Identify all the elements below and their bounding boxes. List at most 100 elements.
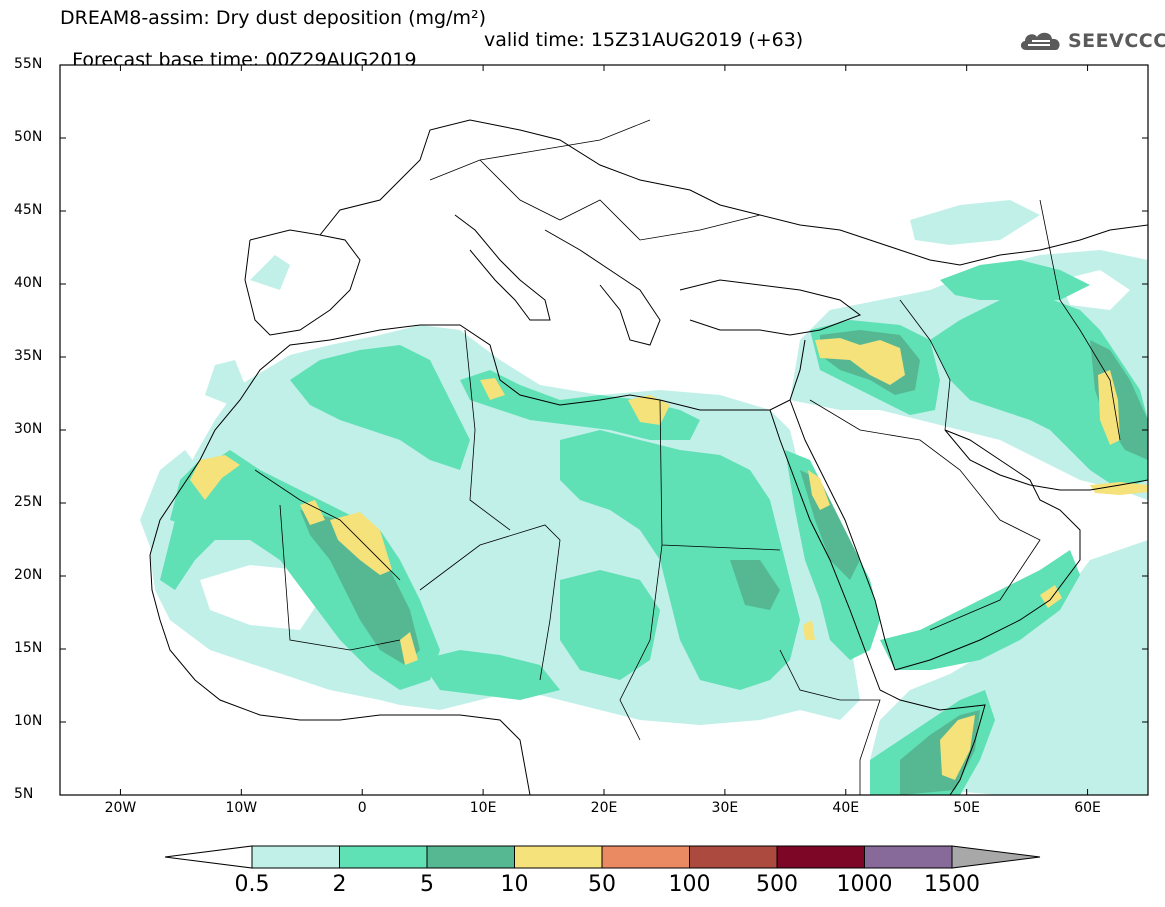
- niger-max: [400, 632, 418, 665]
- cloud-icon: [1020, 32, 1060, 50]
- arabia-coast: [894, 429, 1081, 671]
- lat-label: 50N: [14, 129, 43, 145]
- lat-label: 10N: [14, 713, 43, 729]
- lat-label: 40N: [14, 275, 43, 291]
- border-europe-2: [429, 119, 651, 181]
- legend-label: 10: [500, 872, 529, 897]
- caspian-region: [910, 200, 1040, 245]
- legend-low-arrow: [164, 845, 253, 869]
- legend-label: 500: [756, 872, 798, 897]
- legend-high-arrow: [951, 845, 1041, 869]
- chad-sudan: [560, 570, 660, 680]
- border-iraq-iran: [899, 299, 951, 431]
- deposition-level-10: [190, 338, 1148, 780]
- seevccc-logo: SEEVCCC: [1018, 26, 1165, 56]
- lon-label: 20E: [590, 800, 618, 816]
- legend-box: [514, 845, 603, 869]
- map-title: DREAM8-assim: Dry dust deposition (mg/m²…: [60, 7, 487, 29]
- country-borders: [254, 119, 1121, 795]
- libya-max: [628, 395, 670, 425]
- border-niger-chad: [419, 524, 561, 681]
- legend-box: [339, 845, 428, 869]
- lat-label: 55N: [14, 56, 43, 72]
- legend-box: [864, 845, 953, 869]
- legend-box: [251, 845, 340, 869]
- italy: [454, 214, 551, 321]
- mauritania-max: [300, 500, 325, 525]
- lat-label: 5N: [14, 786, 34, 802]
- border-morocco-algeria: [254, 469, 401, 581]
- mali-max: [330, 512, 392, 575]
- west-africa-coast: [149, 554, 531, 795]
- persian-gulf-north: [944, 429, 1148, 491]
- ethiopia-max: [803, 620, 815, 640]
- lon-label: 10W: [225, 800, 258, 816]
- border-sudan: [619, 544, 663, 741]
- somalia-max: [940, 715, 975, 780]
- lat-label: 15N: [14, 640, 43, 656]
- red-sea-west: [769, 409, 881, 691]
- legend-box: [426, 845, 515, 869]
- mali-core: [300, 510, 420, 665]
- border-saudi: [809, 399, 1041, 631]
- lon-label: 0: [357, 800, 367, 816]
- lat-label: 30N: [14, 421, 43, 437]
- legend-box: [689, 845, 778, 869]
- iberia-patch: [250, 255, 290, 290]
- gap-arabia: [840, 470, 970, 620]
- border-europe-1: [479, 159, 761, 241]
- horn-of-africa: [879, 689, 986, 795]
- iran-max: [1098, 370, 1120, 445]
- lat-label: 25N: [14, 494, 43, 510]
- logo-text: SEEVCCC: [1068, 30, 1165, 52]
- border-algeria-libya: [464, 329, 511, 531]
- arabia-coast: [880, 550, 1080, 670]
- tunisia-max: [480, 378, 505, 400]
- morocco-max: [190, 455, 240, 500]
- map-area: [60, 65, 1148, 795]
- central-sahara: [560, 430, 800, 690]
- atlantic-patch: [205, 360, 245, 405]
- lat-label: 20N: [14, 567, 43, 583]
- balkans-greece: [544, 229, 661, 346]
- lon-label: 40E: [832, 800, 860, 816]
- europe-coast: [249, 119, 1148, 266]
- north-africa-coast: [149, 324, 806, 556]
- red-sea-max: [808, 470, 830, 510]
- coastlines: [149, 119, 1148, 795]
- border-east-africa: [779, 649, 881, 795]
- border-mali: [279, 504, 401, 651]
- legend-label: 2: [332, 872, 347, 897]
- lat-label: 45N: [14, 202, 43, 218]
- legend-label: 50: [588, 872, 616, 897]
- lon-label: 30E: [711, 800, 739, 816]
- turkey: [679, 279, 862, 336]
- legend-label: 0.5: [234, 872, 270, 897]
- lat-label: 35N: [14, 348, 43, 364]
- valid-time: valid time: 15Z31AUG2019 (+63): [484, 29, 804, 51]
- legend-label: 5: [420, 872, 434, 897]
- lon-label: 50E: [953, 800, 980, 816]
- gap-west: [200, 565, 320, 630]
- caucasus-band: [940, 260, 1090, 300]
- gulf-max: [1090, 482, 1148, 495]
- sudan-core: [730, 560, 780, 610]
- iraq-max: [815, 338, 905, 385]
- legend-label: 1500: [924, 872, 980, 897]
- iran-core: [1090, 340, 1148, 460]
- lon-label: 20W: [104, 800, 137, 816]
- libya-coast: [460, 370, 700, 440]
- legend-box: [601, 845, 690, 869]
- red-sea-east: [789, 399, 896, 671]
- lon-label: 10E: [469, 800, 497, 816]
- legend-label: 100: [668, 872, 711, 897]
- lon-label: 60E: [1074, 800, 1101, 816]
- algeria-band: [290, 345, 470, 470]
- iberia: [244, 234, 361, 336]
- border-iran-east: [1039, 199, 1121, 441]
- legend-boxes: [251, 845, 953, 869]
- legend-box: [776, 845, 865, 869]
- axis-ticks: [60, 64, 1148, 796]
